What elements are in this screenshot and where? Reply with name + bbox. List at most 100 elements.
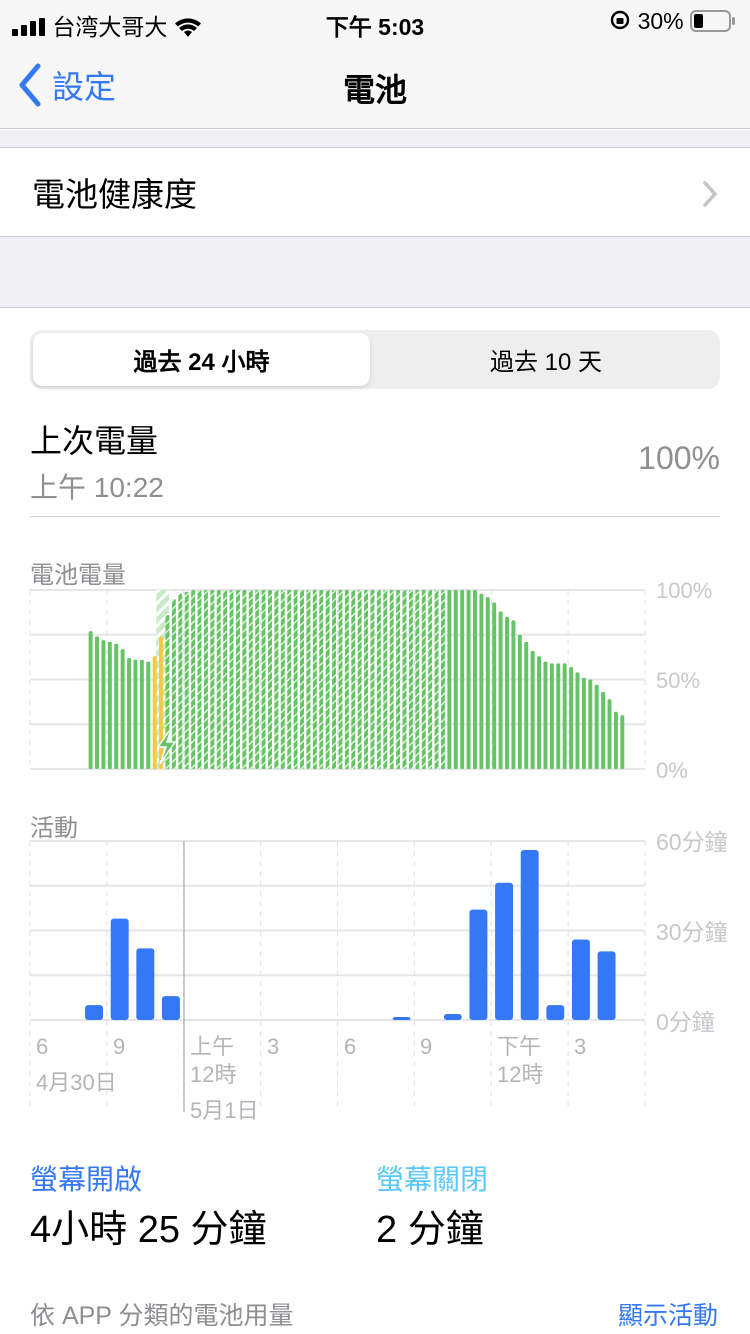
- battery-bar: [575, 672, 580, 769]
- battery-bar: [171, 598, 176, 769]
- battery-bar: [274, 590, 279, 769]
- signal-icon: [12, 15, 46, 42]
- battery-bar: [421, 590, 426, 769]
- last-charge-title: 上次電量: [30, 423, 159, 459]
- x-tick: 9: [420, 1034, 432, 1059]
- battery-ytick: 0%: [656, 758, 688, 783]
- activity-ytick: 0分鐘: [656, 1009, 715, 1035]
- battery-bar: [479, 593, 484, 769]
- battery-bar: [402, 590, 407, 769]
- segment-24h[interactable]: 過去 24 小時: [33, 333, 370, 386]
- divider: [30, 516, 720, 517]
- carrier: 台湾大哥大: [52, 14, 168, 40]
- battery-bar: [300, 590, 304, 769]
- divider: [0, 307, 750, 308]
- battery-bar: [267, 590, 272, 769]
- x-tick-date: 5月1日: [190, 1098, 258, 1123]
- activity-bar: [443, 1014, 462, 1020]
- segmented-control: 過去 24 小時 過去 10 天: [30, 330, 720, 389]
- back-label: 設定: [52, 69, 117, 105]
- x-tick: 12時: [497, 1062, 543, 1087]
- top-bar: [0, 0, 750, 129]
- orientation-lock-icon: [609, 9, 631, 37]
- activity-bar: [392, 1017, 411, 1020]
- battery-bar: [351, 590, 356, 769]
- screen-off-label: 螢幕關閉: [376, 1164, 489, 1195]
- battery-bar: [287, 590, 292, 769]
- battery-bar: [178, 593, 183, 769]
- activity-chart-title: 活動: [30, 815, 78, 842]
- battery-bar: [383, 590, 388, 769]
- battery-bar: [325, 590, 330, 769]
- battery-bar: [229, 590, 234, 769]
- wifi-icon: [174, 16, 202, 43]
- battery-bar: [607, 699, 612, 769]
- charts: 100% 50% 0% 60分鐘 30分鐘 0分鐘 6 4月30日 9 上午 1…: [29, 578, 728, 1123]
- activity-bar: [110, 918, 129, 1020]
- usage-by-app-label: 依 APP 分類的電池用量: [30, 1302, 294, 1330]
- segment-10d[interactable]: 過去 10 天: [489, 349, 603, 376]
- activity-bar: [546, 1005, 565, 1020]
- chevron-right-icon: [703, 181, 718, 207]
- battery-health-row[interactable]: 電池健康度: [0, 147, 750, 237]
- battery-bar: [453, 590, 458, 769]
- battery-bar: [364, 590, 369, 769]
- activity-ytick: 30分鐘: [656, 919, 728, 945]
- show-activity-button[interactable]: 顯示活動: [617, 1302, 718, 1330]
- battery-health-label: 電池健康度: [32, 176, 197, 213]
- charging-bolt-icon: [156, 726, 177, 765]
- battery-bar: [120, 649, 125, 769]
- status-right: 30%: [609, 8, 736, 38]
- battery-bar: [485, 597, 490, 769]
- screen-on-value: 4小時 25 分鐘: [30, 1209, 267, 1251]
- battery-bar: [344, 590, 349, 769]
- battery-bar: [376, 590, 381, 769]
- battery-bar: [620, 715, 625, 769]
- battery-bar: [338, 590, 343, 769]
- battery-bar: [460, 590, 465, 769]
- battery-bar: [434, 590, 439, 769]
- x-tick: 上午: [190, 1034, 234, 1059]
- battery-chart-title: 電池電量: [30, 562, 126, 589]
- activity-bar: [85, 1005, 104, 1020]
- battery-bar: [306, 590, 311, 769]
- x-tick-date: 4月30日: [36, 1070, 117, 1095]
- battery-bar: [530, 650, 535, 769]
- activity-bar: [469, 909, 488, 1020]
- battery-percent: 30%: [637, 8, 684, 34]
- battery-bar: [319, 590, 324, 769]
- battery-bar: [210, 590, 215, 769]
- battery-bar: [601, 692, 606, 769]
- battery-bar: [562, 663, 567, 769]
- x-tick: 9: [113, 1034, 125, 1059]
- battery-bar: [588, 679, 593, 769]
- battery-bar: [543, 661, 548, 769]
- battery-bar: [466, 590, 471, 769]
- battery-bar: [492, 602, 497, 769]
- chevron-left-icon: [19, 63, 41, 107]
- battery-bar: [524, 641, 529, 769]
- battery-ytick: 50%: [656, 668, 700, 693]
- battery-bar: [556, 663, 561, 769]
- battery-icon: [690, 10, 736, 38]
- battery-bar: [146, 661, 151, 769]
- back-button[interactable]: 設定: [16, 62, 116, 108]
- battery-bar: [472, 590, 477, 769]
- x-tick: 3: [574, 1034, 586, 1059]
- battery-bar: [261, 590, 266, 769]
- activity-bar: [520, 849, 539, 1020]
- x-tick: 6: [36, 1034, 48, 1059]
- battery-bar: [197, 590, 202, 769]
- activity-bar: [597, 951, 616, 1020]
- last-charge-level: 100%: [638, 440, 720, 476]
- battery-bar: [216, 590, 221, 769]
- battery-bar: [505, 616, 509, 769]
- battery-bar: [191, 590, 196, 769]
- battery-bar: [248, 590, 253, 769]
- battery-bar: [517, 634, 522, 769]
- battery-bar: [235, 590, 240, 769]
- x-tick: 下午: [497, 1034, 541, 1059]
- battery-bar: [139, 659, 144, 769]
- x-tick: 6: [344, 1034, 356, 1059]
- battery-bar: [447, 590, 452, 769]
